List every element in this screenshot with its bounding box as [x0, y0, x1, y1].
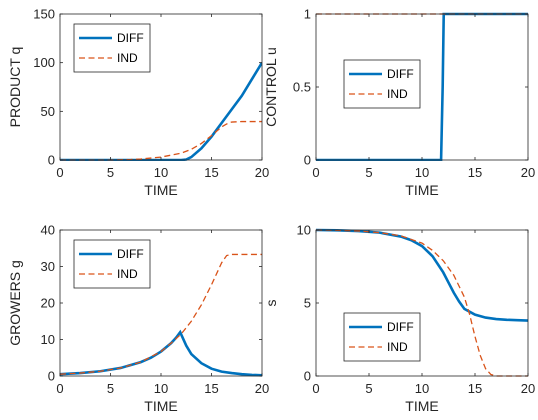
x-tick-label: 15: [468, 165, 482, 180]
x-tick-label: 5: [365, 165, 372, 180]
y-axis-label: GROWERS g: [7, 260, 23, 346]
y-tick-label: 5: [304, 296, 311, 311]
y-axis-label: PRODUCT q: [7, 47, 23, 128]
y-tick-label: 10: [297, 223, 311, 238]
y-tick-label: 100: [33, 55, 55, 70]
chart-panel-3: 0 5 10 15 20 0 10 20 30 40 TIME GROWERS g DIFF IND: [7, 223, 269, 415]
x-tick-label: 15: [468, 381, 482, 396]
legend-label-diff: DIFF: [387, 320, 414, 334]
series-line-diff: [60, 329, 262, 377]
legend-label-diff: DIFF: [117, 247, 144, 261]
x-tick-label: 5: [107, 165, 114, 180]
series-line-ind: [60, 120, 262, 161]
x-tick-label: 0: [312, 165, 319, 180]
series-line-diff: [60, 61, 262, 161]
y-tick-label: 0: [304, 369, 311, 384]
y-tick-label: 0.5: [293, 80, 311, 95]
legend: DIFF IND: [73, 23, 151, 73]
series-line-ind: [316, 229, 528, 377]
x-tick-label: 15: [204, 165, 218, 180]
x-axis-label: TIME: [405, 182, 438, 198]
x-tick-label: 5: [107, 381, 114, 396]
y-tick-label: 20: [41, 296, 55, 311]
series-line-diff: [316, 228, 528, 322]
x-axis-label: TIME: [405, 398, 438, 414]
x-axis-label: TIME: [144, 398, 177, 414]
chart-panel-4: 0 5 10 15 20 0 5 10 TIME s DIFF IND: [263, 223, 535, 415]
legend-label-ind: IND: [117, 51, 138, 65]
x-tick-label: 5: [365, 381, 372, 396]
x-tick-label: 20: [255, 165, 269, 180]
y-tick-label: 150: [33, 7, 55, 22]
x-tick-label: 0: [312, 381, 319, 396]
y-tick-label: 0: [48, 153, 55, 168]
x-tick-label: 10: [415, 165, 429, 180]
legend-box: [73, 23, 151, 73]
legend-label-diff: DIFF: [387, 67, 414, 81]
x-tick-label: 0: [56, 165, 63, 180]
y-tick-label: 0: [48, 369, 55, 384]
legend-label-diff: DIFF: [117, 31, 144, 45]
y-axis-label: s: [263, 300, 279, 307]
x-axis-label: TIME: [144, 182, 177, 198]
legend: DIFF IND: [343, 59, 421, 109]
legend-label-ind: IND: [117, 267, 138, 281]
x-tick-label: 0: [56, 381, 63, 396]
legend-box: [73, 239, 151, 289]
x-tick-label: 20: [521, 381, 535, 396]
x-tick-label: 20: [255, 381, 269, 396]
chart-panel-1: 0 5 10 15 20 0 50 100 150 TIME PRODUCT q DIFF IND: [7, 7, 269, 199]
legend-box: [343, 59, 421, 109]
y-tick-label: 0: [304, 153, 311, 168]
y-axis-label: CONTROL u: [263, 47, 279, 127]
y-tick-label: 40: [41, 223, 55, 238]
chart-panel-2: 0 5 10 15 20 0 0.5 1 TIME CONTROL u DIFF IND: [263, 7, 535, 199]
y-tick-label: 10: [41, 332, 55, 347]
legend-label-ind: IND: [387, 87, 408, 101]
legend-label-ind: IND: [387, 340, 408, 354]
y-tick-label: 1: [304, 7, 311, 22]
series-line-ind: [60, 253, 262, 375]
y-tick-label: 30: [41, 259, 55, 274]
legend-box: [343, 312, 421, 362]
x-tick-label: 10: [154, 165, 168, 180]
x-tick-label: 10: [415, 381, 429, 396]
legend: DIFF IND: [343, 312, 421, 362]
x-tick-label: 15: [204, 381, 218, 396]
legend: DIFF IND: [73, 239, 151, 289]
x-tick-label: 10: [154, 381, 168, 396]
y-tick-label: 50: [41, 104, 55, 119]
x-tick-label: 20: [521, 165, 535, 180]
